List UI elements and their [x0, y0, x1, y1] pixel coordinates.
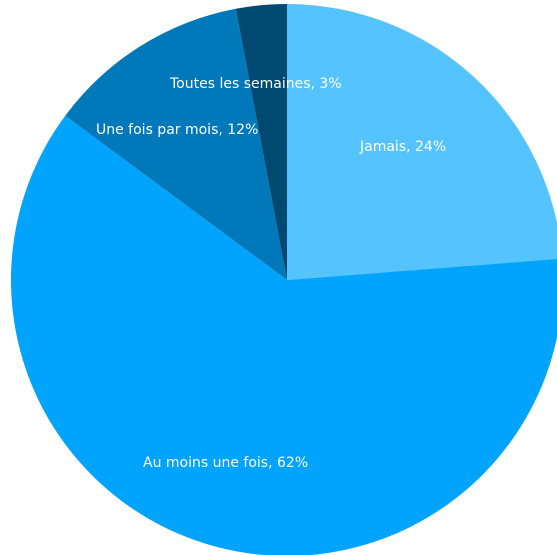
slice-label-jamais: Jamais, 24% — [359, 139, 446, 155]
slice-label-une-fois-par-mois: Une fois par mois, 12% — [96, 122, 258, 138]
slice-label-toutes-les-semaines: Toutes les semaines, 3% — [169, 76, 342, 92]
slice-label-au-moins-une-fois: Au moins une fois, 62% — [143, 455, 308, 471]
pie-slice-une-fois-par-mois — [65, 8, 287, 280]
slice-labels: Jamais, 24% Au moins une fois, 62% Une f… — [96, 76, 446, 471]
pie-slice-jamais — [287, 4, 557, 280]
pie-slices — [11, 3, 557, 555]
pie-slice-toutes-les-semaines — [235, 3, 287, 280]
pie-slice-au-moins-une-fois — [11, 115, 557, 555]
